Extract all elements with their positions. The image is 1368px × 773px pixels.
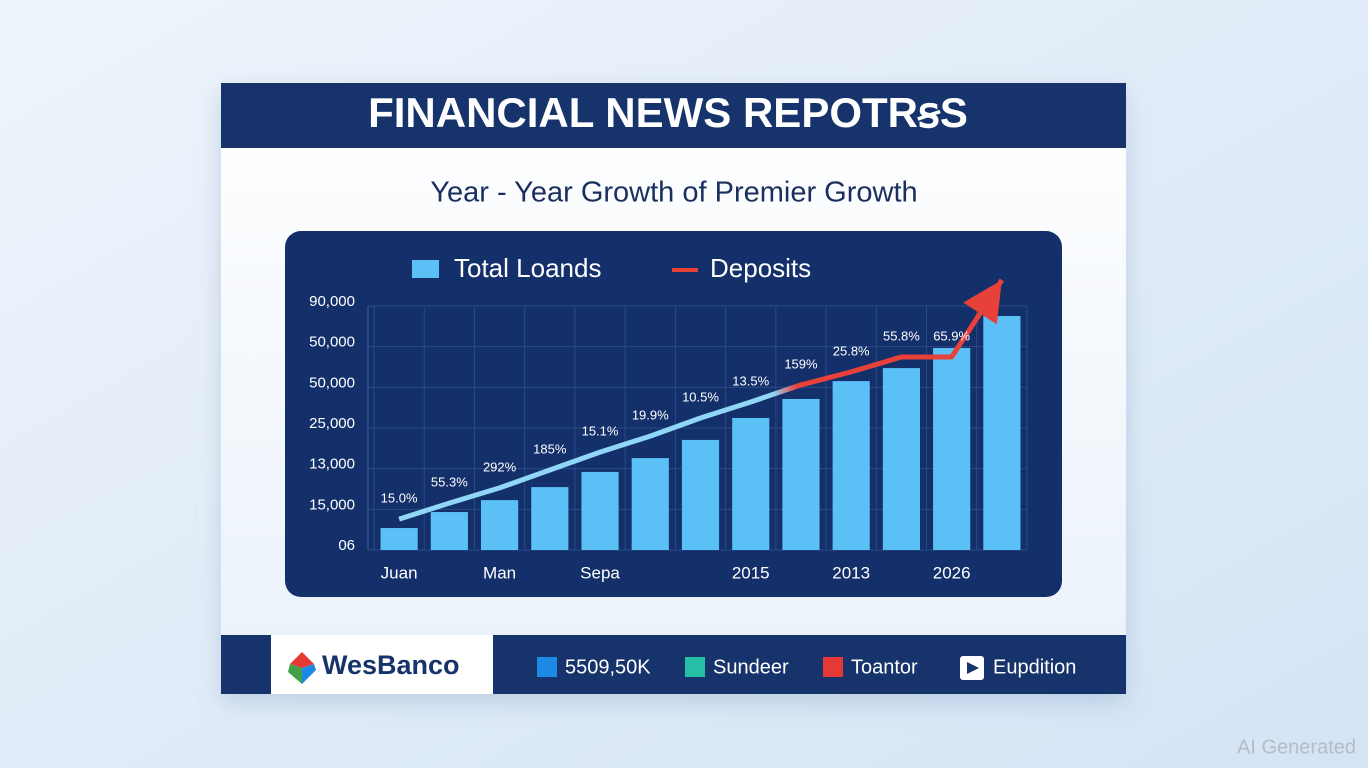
footer-item-label: 5509,50K bbox=[565, 656, 651, 678]
bar bbox=[983, 316, 1021, 550]
bar bbox=[380, 528, 418, 550]
footer-icon-glyph bbox=[967, 662, 979, 674]
point-label: 65.9% bbox=[933, 328, 970, 343]
point-label: 185% bbox=[533, 441, 567, 456]
plot: 06 15,000 13,000 25,000 50,000 50,000 90,000 To… bbox=[309, 253, 1028, 582]
x-tick-label: 2015 bbox=[732, 563, 770, 582]
footer-item-label: Eupdition bbox=[993, 656, 1076, 678]
legend-label: Deposits bbox=[710, 253, 811, 283]
y-tick-label: 13,000 bbox=[309, 456, 355, 473]
bar bbox=[882, 368, 921, 550]
y-tick-label: 50,000 bbox=[309, 334, 355, 351]
logo-text: WesBanco bbox=[322, 650, 460, 680]
line bbox=[398, 278, 1004, 522]
watermark: AI Generated bbox=[1237, 736, 1356, 758]
line-arrowhead bbox=[963, 279, 1002, 325]
legend-label: Total Loands bbox=[454, 253, 601, 283]
x-tick-label: 2013 bbox=[832, 563, 870, 582]
bar bbox=[732, 417, 770, 550]
y-tick-label: 90,000 bbox=[309, 293, 355, 310]
bar bbox=[480, 500, 519, 550]
point-label: 55.3% bbox=[431, 475, 468, 490]
bar bbox=[531, 487, 569, 550]
point-label: 15.0% bbox=[381, 491, 418, 506]
header-bar bbox=[221, 83, 1126, 148]
point-label: 159% bbox=[784, 356, 818, 371]
y-tick-label: 06 bbox=[338, 537, 355, 554]
bar bbox=[832, 381, 870, 550]
footer-item-label: Sundeer bbox=[713, 656, 789, 678]
x-tick-label: Sepa bbox=[580, 563, 620, 582]
bar bbox=[631, 458, 669, 550]
bar bbox=[933, 348, 971, 550]
point-label: 19.9% bbox=[632, 408, 669, 423]
legend-swatch bbox=[412, 260, 439, 278]
footer-item-label: Toantor bbox=[851, 656, 918, 678]
x-tick-label: Juan bbox=[381, 563, 418, 582]
y-tick-label: 25,000 bbox=[309, 415, 355, 432]
logo-icon bbox=[288, 652, 316, 684]
point-label: 55.8% bbox=[883, 328, 920, 343]
point-label: 25.8% bbox=[833, 343, 870, 358]
y-tick-label: 15,000 bbox=[309, 496, 355, 513]
point-label: 15.1% bbox=[582, 424, 619, 439]
x-tick-label: Man bbox=[483, 563, 516, 582]
point-label: 13.5% bbox=[732, 373, 769, 388]
footer-items: 5509,50K Sundeer Toantor Eupdition bbox=[537, 656, 1076, 680]
bar bbox=[681, 439, 720, 550]
bar bbox=[782, 398, 820, 550]
chart-title: Year - Year Growth of Premier Growth bbox=[430, 177, 917, 209]
y-tick-label: 50,000 bbox=[309, 374, 355, 391]
bar bbox=[430, 512, 468, 550]
point-label: 292% bbox=[483, 459, 517, 474]
bar bbox=[581, 471, 619, 550]
x-tick-label: 2026 bbox=[933, 563, 971, 582]
point-label: 10.5% bbox=[682, 389, 719, 404]
footer-swatch bbox=[537, 657, 557, 677]
footer-swatch bbox=[685, 657, 705, 677]
footer-swatch bbox=[823, 657, 843, 677]
header-title: FINANCIAL NEWS REPOTRꞩS bbox=[368, 89, 968, 136]
